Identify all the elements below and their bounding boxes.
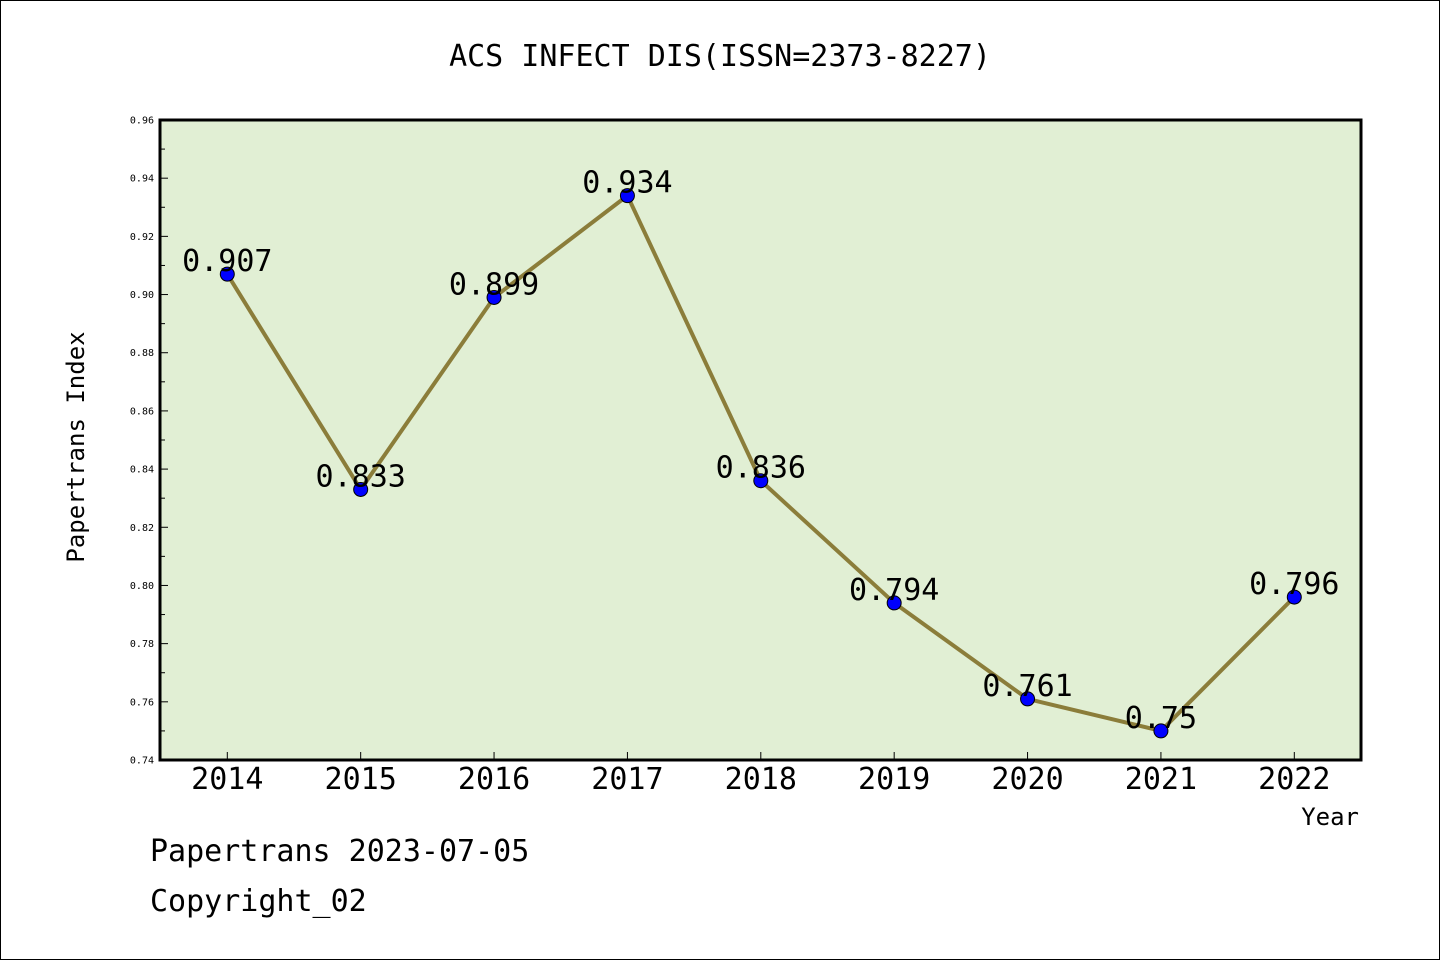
y-axis-label: Papertrans Index	[62, 331, 90, 562]
y-tick-label: 0.82	[130, 523, 154, 534]
y-tick-label: 0.74	[130, 756, 154, 767]
x-tick-label: 2022	[1258, 762, 1330, 797]
x-axis-label: Year	[1301, 803, 1359, 831]
x-tick-label: 2017	[591, 762, 663, 797]
y-tick-label: 0.90	[130, 290, 154, 301]
y-tick-label: 0.84	[130, 465, 154, 476]
y-tick-label: 0.86	[130, 406, 154, 417]
footer-copyright: Copyright_02	[150, 884, 367, 919]
y-tick-label: 0.80	[130, 581, 154, 592]
data-label: 0.75	[1125, 701, 1197, 736]
x-tick-label: 2014	[191, 762, 263, 797]
chart-title: ACS INFECT DIS(ISSN=2373-8227)	[449, 39, 991, 74]
y-tick-label: 0.88	[130, 348, 154, 359]
x-tick-label: 2019	[858, 762, 930, 797]
data-label: 0.794	[849, 573, 939, 608]
data-label: 0.836	[716, 451, 806, 486]
x-tick-label: 2015	[325, 762, 397, 797]
data-label: 0.899	[449, 267, 539, 302]
data-point	[1286, 589, 1302, 605]
footer-date: Papertrans 2023-07-05	[150, 834, 530, 869]
x-axis: 2014 2015 2016 2017 2018 2019 2020 2021 2022	[191, 752, 1330, 797]
x-tick-label: 2021	[1125, 762, 1197, 797]
y-axis: 0.74 0.76 0.78 0.80 0.82 0.84 0.86 0.88 0.90 0.92…	[130, 116, 168, 767]
y-tick-label: 0.76	[130, 697, 154, 708]
y-tick-label: 0.96	[130, 116, 154, 127]
x-tick-label: 2018	[725, 762, 797, 797]
data-point	[753, 473, 769, 489]
data-point	[353, 481, 369, 497]
y-tick-label: 0.92	[130, 232, 154, 243]
y-tick-label: 0.94	[130, 174, 154, 185]
data-label: 0.907	[182, 244, 272, 279]
data-point	[1153, 723, 1169, 739]
data-label: 0.796	[1249, 567, 1339, 602]
data-point	[1020, 691, 1036, 707]
data-point	[219, 266, 235, 282]
data-label: 0.934	[582, 166, 672, 201]
data-label: 0.833	[316, 459, 406, 494]
x-tick-label: 2016	[458, 762, 530, 797]
data-label: 0.761	[982, 669, 1072, 704]
plot-area	[158, 118, 1363, 762]
x-tick-label: 2020	[991, 762, 1063, 797]
data-point	[886, 595, 902, 611]
data-point	[619, 188, 635, 204]
series-layer: 0.907 0.833 0.899 0.934 0.836 0.794 0.761 0.75 0…	[182, 166, 1339, 739]
data-point	[486, 289, 502, 305]
y-tick-label: 0.78	[130, 639, 154, 650]
